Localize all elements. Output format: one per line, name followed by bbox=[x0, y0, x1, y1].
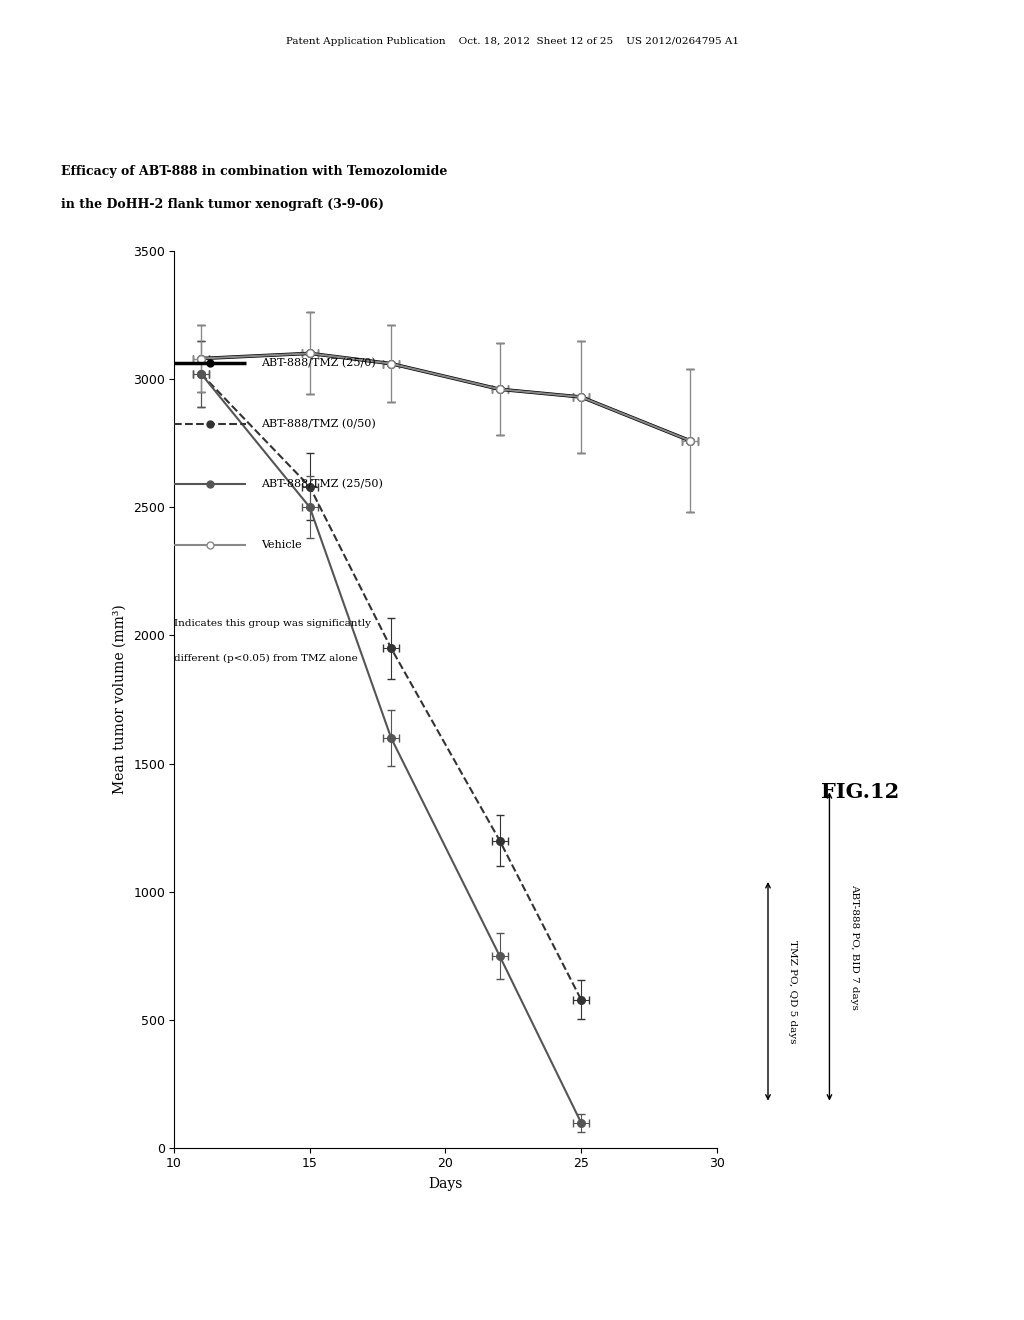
Text: ABT-888/TMZ (25/0): ABT-888/TMZ (25/0) bbox=[261, 358, 376, 368]
Text: Efficacy of ABT-888 in combination with Temozolomide: Efficacy of ABT-888 in combination with … bbox=[61, 165, 447, 178]
X-axis label: Days: Days bbox=[428, 1177, 463, 1192]
Text: ABT-888/TMZ (25/50): ABT-888/TMZ (25/50) bbox=[261, 479, 383, 490]
Text: TMZ PO, QD 5 days: TMZ PO, QD 5 days bbox=[788, 940, 798, 1043]
Text: ABT-888/TMZ (0/50): ABT-888/TMZ (0/50) bbox=[261, 418, 376, 429]
Text: Vehicle: Vehicle bbox=[261, 540, 302, 550]
Text: Patent Application Publication    Oct. 18, 2012  Sheet 12 of 25    US 2012/02647: Patent Application Publication Oct. 18, … bbox=[286, 37, 738, 46]
Text: in the DoHH-2 flank tumor xenograft (3-9-06): in the DoHH-2 flank tumor xenograft (3-9… bbox=[61, 198, 384, 211]
Text: ABT-888 PO, BID 7 days: ABT-888 PO, BID 7 days bbox=[850, 883, 859, 1010]
Text: FIG.12: FIG.12 bbox=[821, 781, 899, 803]
Text: different (p<0.05) from TMZ alone: different (p<0.05) from TMZ alone bbox=[174, 653, 357, 663]
Y-axis label: Mean tumor volume (mm³): Mean tumor volume (mm³) bbox=[113, 605, 126, 795]
Text: Indicates this group was significantly: Indicates this group was significantly bbox=[174, 619, 371, 628]
